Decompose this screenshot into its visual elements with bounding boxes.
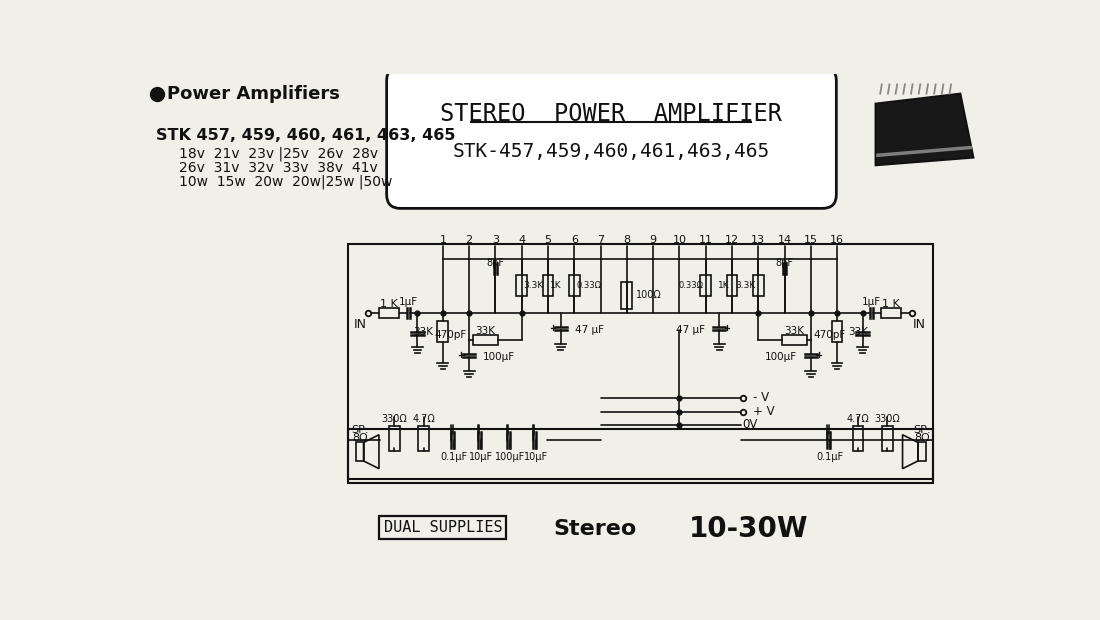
Text: 100μF: 100μF bbox=[483, 352, 515, 362]
Text: STK-457,459,460,461,463,465: STK-457,459,460,461,463,465 bbox=[453, 142, 770, 161]
Text: Power Amplifiers: Power Amplifiers bbox=[167, 86, 340, 104]
Text: 12: 12 bbox=[725, 235, 739, 245]
Text: 8: 8 bbox=[624, 235, 630, 245]
Text: 5: 5 bbox=[544, 235, 551, 245]
Text: 1: 1 bbox=[439, 235, 447, 245]
Text: 10-30W: 10-30W bbox=[689, 515, 808, 542]
Text: 26v  31v  32v  33v  38v  41v: 26v 31v 32v 33v 38v 41v bbox=[178, 161, 377, 175]
Text: 7: 7 bbox=[597, 235, 604, 245]
Text: 0.1μF: 0.1μF bbox=[441, 452, 468, 462]
Text: 0V: 0V bbox=[742, 418, 758, 432]
Bar bbox=[701, 275, 711, 296]
Bar bbox=[782, 335, 807, 345]
Text: 0.33Ω: 0.33Ω bbox=[679, 281, 703, 290]
Bar bbox=[542, 275, 553, 296]
Bar bbox=[917, 443, 926, 461]
Text: 1K: 1K bbox=[550, 281, 561, 290]
Text: 100μF: 100μF bbox=[764, 352, 798, 362]
Bar bbox=[882, 427, 892, 451]
Text: 3: 3 bbox=[492, 235, 499, 245]
Bar bbox=[752, 275, 763, 296]
Text: 3.3K: 3.3K bbox=[736, 281, 756, 290]
Bar bbox=[727, 275, 737, 296]
Text: Stereo: Stereo bbox=[553, 519, 636, 539]
Text: 8Ω: 8Ω bbox=[914, 433, 929, 443]
Text: 3.3K: 3.3K bbox=[524, 281, 543, 290]
Text: 1μF: 1μF bbox=[862, 298, 881, 308]
Text: 100Ω: 100Ω bbox=[636, 290, 662, 300]
Text: 47 μF: 47 μF bbox=[676, 325, 705, 335]
Text: 100μF: 100μF bbox=[495, 452, 525, 462]
Text: 14: 14 bbox=[778, 235, 792, 245]
Text: 470pF: 470pF bbox=[813, 330, 846, 340]
Text: 0.33Ω: 0.33Ω bbox=[576, 281, 602, 290]
Text: 10: 10 bbox=[672, 235, 686, 245]
Bar bbox=[418, 427, 429, 451]
Bar bbox=[516, 275, 527, 296]
Bar bbox=[832, 321, 843, 342]
Text: 16: 16 bbox=[830, 235, 844, 245]
Text: 1 K: 1 K bbox=[882, 299, 900, 309]
Text: 6: 6 bbox=[571, 235, 578, 245]
Bar bbox=[378, 309, 399, 317]
Text: 1 K: 1 K bbox=[381, 299, 398, 309]
FancyBboxPatch shape bbox=[387, 67, 836, 208]
Bar bbox=[881, 309, 901, 317]
Text: 4.7Ω: 4.7Ω bbox=[412, 414, 434, 423]
Text: 0.1μF: 0.1μF bbox=[816, 452, 844, 462]
Bar bbox=[438, 321, 449, 342]
Text: STK 457, 459, 460, 461, 463, 465: STK 457, 459, 460, 461, 463, 465 bbox=[156, 128, 455, 143]
Text: 1μF: 1μF bbox=[398, 298, 418, 308]
Text: 1K: 1K bbox=[718, 281, 729, 290]
Text: SP:: SP: bbox=[913, 425, 931, 435]
Text: - V: - V bbox=[752, 391, 769, 404]
Text: 4: 4 bbox=[518, 235, 526, 245]
Bar bbox=[348, 428, 933, 479]
Text: 10μF: 10μF bbox=[469, 452, 493, 462]
Bar bbox=[569, 275, 580, 296]
Bar bbox=[356, 443, 363, 461]
Text: 33K: 33K bbox=[848, 327, 868, 337]
Text: IN: IN bbox=[354, 318, 367, 331]
Text: 4.7Ω: 4.7Ω bbox=[847, 414, 869, 423]
Polygon shape bbox=[876, 94, 974, 166]
Text: 11: 11 bbox=[698, 235, 713, 245]
Bar bbox=[473, 335, 497, 345]
Text: 18v  21v  23v |25v  26v  28v: 18v 21v 23v |25v 26v 28v bbox=[178, 146, 378, 161]
Bar bbox=[852, 427, 864, 451]
Text: 330Ω: 330Ω bbox=[382, 414, 407, 423]
Text: STEREO  POWER  AMPLIFIER: STEREO POWER AMPLIFIER bbox=[440, 102, 782, 126]
Text: 8Ω: 8Ω bbox=[352, 433, 367, 443]
Bar bbox=[389, 427, 399, 451]
Text: SP:: SP: bbox=[351, 425, 369, 435]
Text: 330Ω: 330Ω bbox=[874, 414, 900, 423]
Text: 8pF: 8pF bbox=[486, 258, 505, 268]
Text: 33K: 33K bbox=[414, 327, 433, 337]
Text: 47 μF: 47 μF bbox=[574, 325, 604, 335]
Text: 10μF: 10μF bbox=[524, 452, 548, 462]
Text: 8pF: 8pF bbox=[776, 258, 793, 268]
Bar bbox=[621, 282, 632, 309]
Text: 9: 9 bbox=[650, 235, 657, 245]
Bar bbox=[348, 244, 933, 482]
Text: 33K: 33K bbox=[475, 326, 495, 336]
Text: 2: 2 bbox=[465, 235, 473, 245]
Text: 470pF: 470pF bbox=[434, 330, 466, 340]
Text: 10w  15w  20w  20w|25w |50w: 10w 15w 20w 20w|25w |50w bbox=[178, 174, 392, 188]
Bar bbox=[378, 516, 506, 539]
Text: 33K: 33K bbox=[784, 326, 804, 336]
Text: 13: 13 bbox=[751, 235, 766, 245]
Text: IN: IN bbox=[913, 318, 926, 331]
Text: DUAL SUPPLIES: DUAL SUPPLIES bbox=[384, 520, 503, 534]
Text: + V: + V bbox=[752, 405, 774, 418]
Text: 15: 15 bbox=[804, 235, 817, 245]
